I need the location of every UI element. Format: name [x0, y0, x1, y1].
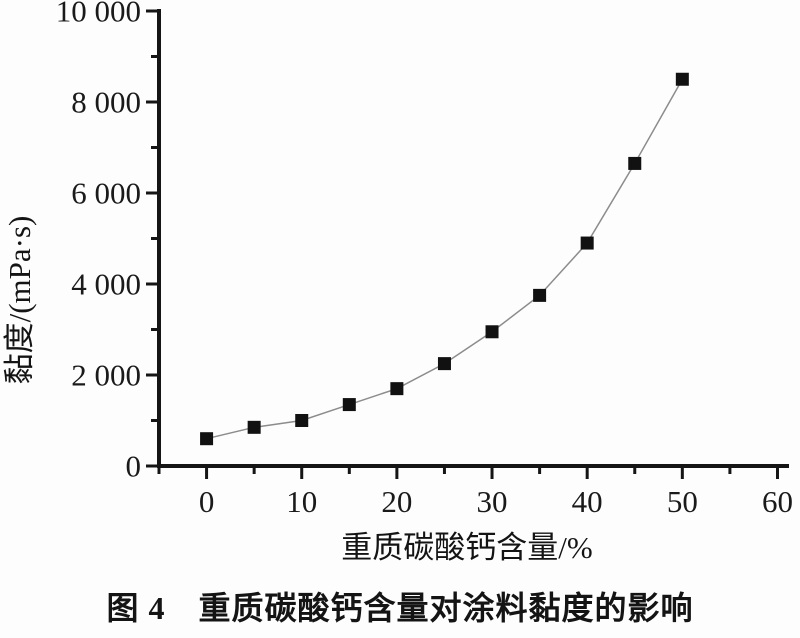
figure-caption: 图 4 重质碳酸钙含量对涂料黏度的影响: [106, 590, 694, 626]
data-point-marker: [200, 432, 214, 446]
axes: [157, 9, 789, 468]
y-tick-label: 2 000: [71, 358, 141, 393]
x-tick-label: 60: [762, 484, 793, 519]
data-point-marker: [485, 325, 499, 339]
y-axis-title: 黏度/(mPa·s): [2, 216, 37, 385]
series-line: [206, 78, 683, 440]
y-tick-label: 6 000: [71, 176, 141, 211]
data-point-marker: [390, 382, 404, 396]
data-point-marker: [295, 414, 309, 427]
y-tick-label: 10 000: [56, 0, 141, 29]
y-tick-label: 4 000: [71, 267, 141, 302]
data-point-marker: [342, 398, 356, 412]
x-tick-label: 40: [572, 484, 603, 519]
x-axis-title: 重质碳酸钙含量/%: [341, 530, 592, 565]
x-tick-label: 50: [667, 484, 698, 519]
viscosity-vs-content-chart: 黏度/(mPa·s) 重质碳酸钙含量/% 0 10 20 30 40 50 60 0 2 000…: [2, 0, 793, 565]
data-point-marker: [675, 72, 689, 86]
data-point-marker: [580, 236, 594, 250]
data-point-marker: [437, 357, 451, 371]
x-tick-label: 0: [199, 484, 215, 519]
y-tick-label: 8 000: [71, 85, 141, 120]
data-point-marker: [628, 156, 642, 170]
x-tick-label: 10: [286, 484, 317, 519]
data-point-marker: [247, 420, 261, 434]
x-tick-label: 30: [477, 484, 508, 519]
x-tick-label: 20: [381, 484, 412, 519]
y-tick-label: 0: [126, 449, 142, 484]
data-point-marker: [533, 288, 547, 302]
